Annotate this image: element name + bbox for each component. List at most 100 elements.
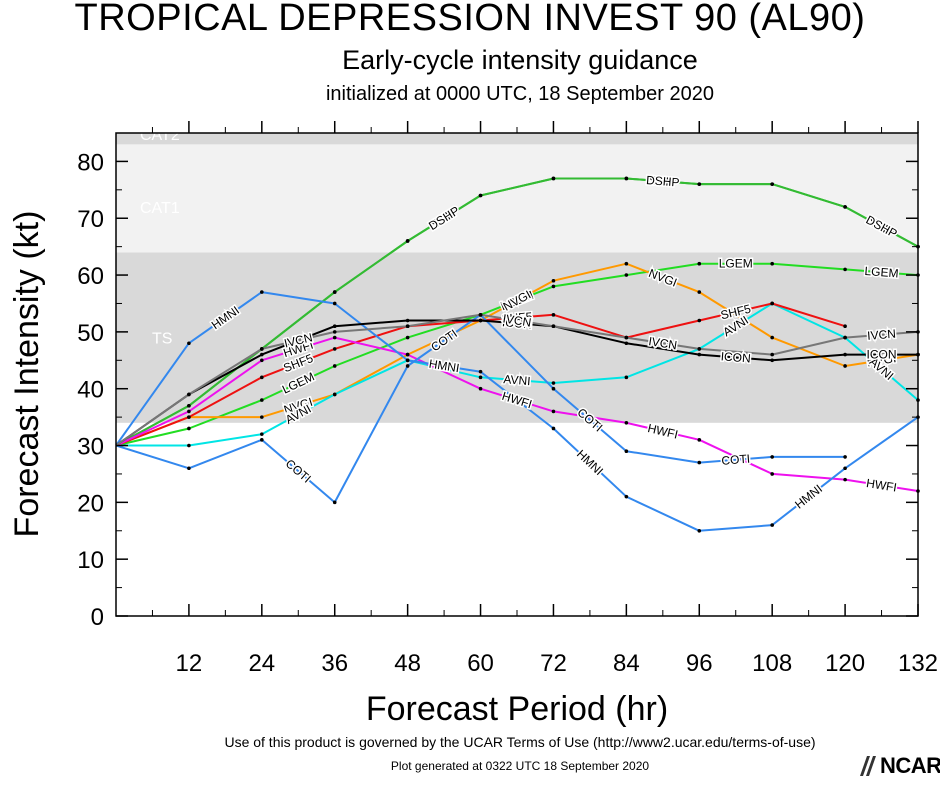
data-point-nvgi — [843, 364, 847, 368]
band-ts — [116, 252, 918, 423]
data-point-shf5 — [843, 324, 847, 329]
y-tick-label: 70 — [77, 206, 104, 233]
y-axis-label: Forecast Intensity (kt) — [8, 211, 46, 538]
terms-of-use: Use of this product is governed by the U… — [224, 734, 816, 750]
band-cat1 — [116, 144, 918, 253]
series-label-ivcn: IVCN — [867, 327, 897, 343]
x-tick-label: 96 — [686, 650, 713, 677]
data-point-icon — [624, 341, 629, 346]
y-tick-label: 0 — [91, 604, 104, 631]
data-point-lgem — [260, 398, 264, 402]
chart-title: TROPICAL DEPRESSION INVEST 90 (AL90) — [74, 0, 866, 39]
data-point-avni — [478, 375, 483, 380]
data-point-ivcn — [697, 347, 702, 351]
series-label-ivcn: IVCN — [648, 334, 678, 352]
data-point-hwfi — [697, 438, 702, 442]
initialization-time: initialized at 0000 UTC, 18 September 20… — [325, 83, 714, 105]
data-point-shf5 — [697, 318, 702, 323]
series-label-hwfi: HWFI — [865, 476, 897, 495]
y-tick-label: 40 — [77, 377, 104, 404]
y-tick-label: 20 — [77, 490, 104, 517]
data-point-dshp — [843, 205, 847, 209]
band-label-ts: TS — [152, 331, 172, 348]
series-line-ivcn — [115, 313, 919, 447]
data-point-hmni — [770, 523, 774, 527]
data-point-hmni — [405, 358, 410, 363]
series-label-coti: COTI — [721, 452, 751, 468]
data-point-ivcn — [332, 330, 337, 334]
data-point-coti — [770, 455, 774, 459]
data-point-nvgi — [697, 290, 702, 294]
data-point-coti — [260, 438, 264, 442]
data-point-nvgi — [624, 261, 629, 266]
data-point-hwfi — [770, 472, 774, 476]
data-point-avni — [260, 432, 264, 436]
data-point-coti — [332, 500, 337, 505]
series-line-icon — [115, 319, 918, 447]
data-point-shf5 — [770, 301, 774, 306]
data-point-hmni — [260, 290, 264, 294]
x-tick-label: 12 — [176, 650, 203, 677]
data-point-hmni — [697, 528, 702, 533]
series-label-lgem: LGEM — [719, 257, 753, 271]
data-point-hwfi — [187, 409, 191, 414]
data-point-icon — [697, 352, 702, 357]
series-label-avni: AVNI — [503, 372, 531, 388]
data-point-ivcn — [770, 352, 774, 357]
y-tick-label: 30 — [77, 434, 104, 461]
data-point-lgem — [405, 335, 410, 340]
series-label-hmni: HMNI — [428, 357, 460, 376]
series-label-hwfi: HWFI — [646, 421, 679, 442]
y-tick-label: 80 — [77, 149, 104, 176]
data-point-dshp — [478, 193, 483, 198]
data-point-dshp — [624, 176, 629, 181]
x-tick-label: 60 — [467, 650, 494, 677]
data-point-hwfi — [843, 477, 847, 482]
data-point-dshp — [551, 176, 556, 181]
data-point-dshp — [332, 290, 337, 294]
series-label-icon: ICON — [867, 348, 897, 362]
y-tick-label: 50 — [77, 320, 104, 347]
data-point-lgem — [332, 364, 337, 368]
data-point-dshp — [405, 239, 410, 243]
data-point-nvgi — [770, 335, 774, 340]
data-point-icon — [405, 318, 410, 323]
y-tick-label: 10 — [77, 547, 104, 574]
data-point-hmni — [551, 426, 556, 431]
data-point-ivcn — [624, 335, 629, 340]
data-point-shf5 — [551, 313, 556, 317]
data-point-lgem — [187, 426, 191, 431]
x-axis-label: Forecast Period (hr) — [366, 690, 668, 728]
data-point-coti — [551, 386, 556, 391]
data-point-icon — [478, 318, 483, 323]
data-point-hmni — [187, 341, 191, 346]
data-point-icon — [260, 352, 264, 357]
x-tick-label: 84 — [613, 650, 640, 677]
data-point-ivcn — [260, 347, 264, 351]
data-point-nvgi — [260, 415, 264, 419]
data-point-hwfi — [624, 421, 629, 425]
data-point-dshp — [187, 403, 191, 408]
data-point-hwfi — [332, 335, 337, 340]
band-cat2 — [116, 133, 918, 145]
series-label-shf5: SHF5 — [501, 309, 533, 325]
data-point-hwfi — [260, 358, 264, 363]
data-point-coti — [405, 364, 410, 368]
y-tick-label: 60 — [77, 263, 104, 290]
data-point-lgem — [843, 267, 847, 272]
series-label-icon: ICON — [720, 349, 751, 365]
data-point-shf5 — [332, 347, 337, 351]
x-tick-label: 24 — [248, 650, 275, 677]
data-point-avni — [551, 381, 556, 385]
data-point-hmni — [478, 369, 483, 374]
data-point-avni — [624, 375, 629, 380]
data-point-icon — [332, 324, 337, 329]
ncar-logo-icon — [860, 756, 876, 776]
ncar-logo: NCAR — [858, 752, 940, 780]
x-tick-label: 48 — [394, 650, 421, 677]
data-point-lgem — [624, 273, 629, 277]
data-point-hmni — [332, 301, 337, 306]
x-tick-label: 108 — [752, 650, 792, 677]
series-line-hmni — [115, 291, 919, 532]
data-point-avni — [332, 392, 337, 397]
